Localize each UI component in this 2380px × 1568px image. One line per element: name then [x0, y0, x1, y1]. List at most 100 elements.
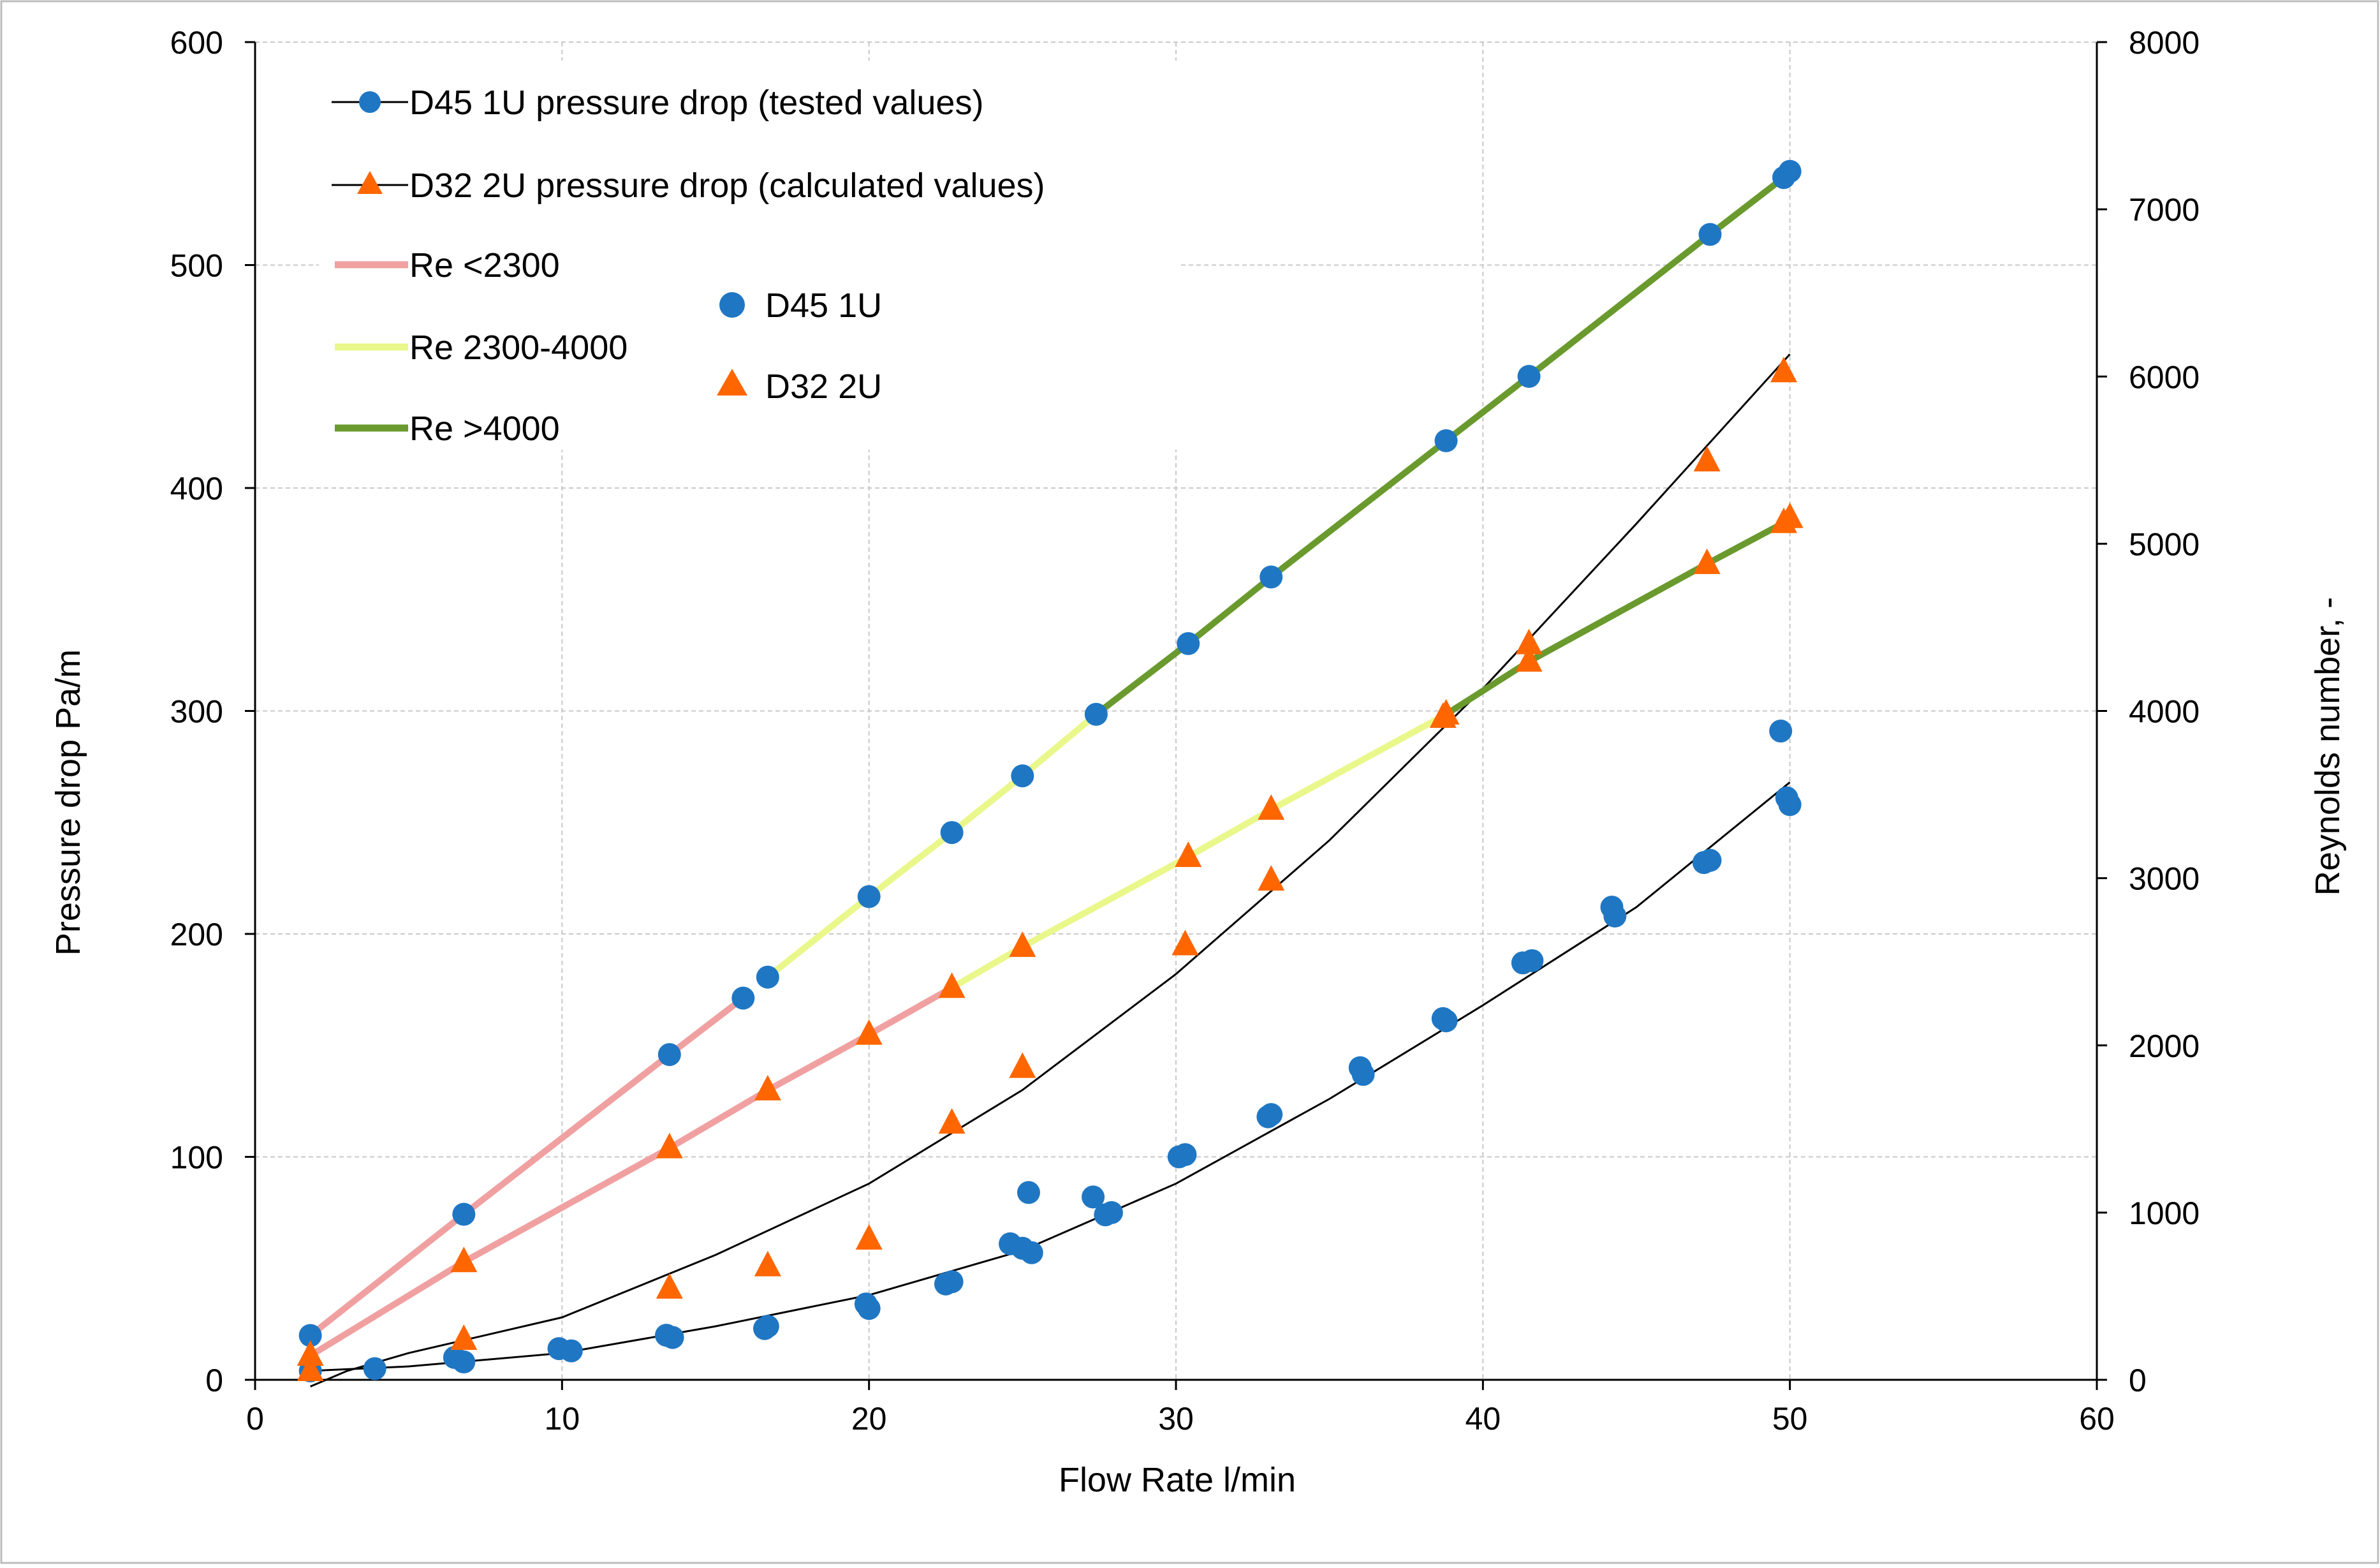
- y2-tick-label: 1000: [2129, 1195, 2200, 1231]
- d45-pressure-point: [1769, 719, 1793, 743]
- d45-pressure-point: [1260, 1103, 1283, 1127]
- d45-pressure-point: [940, 1270, 964, 1294]
- d45-pressure-point: [1778, 793, 1802, 817]
- x-tick-label: 20: [851, 1401, 887, 1437]
- legend-label-re-mid: Re 2300-4000: [409, 329, 628, 367]
- d45-reynolds-point: [1698, 223, 1722, 246]
- legend-marker-d32-pressure: [357, 171, 383, 194]
- d45-reynolds-point: [657, 1043, 681, 1067]
- re-low-line: [307, 984, 955, 1359]
- d32-reynolds-point: [754, 1074, 781, 1100]
- d32-reynolds-point: [450, 1246, 478, 1273]
- y2-tick-label: 8000: [2129, 25, 2200, 61]
- re-low-line: [307, 995, 747, 1339]
- d45-pressure-point: [1082, 1185, 1105, 1209]
- d45-reynolds-point: [731, 986, 755, 1010]
- legend-item-d45-reynolds: D45 1U: [719, 286, 882, 325]
- legend-label-re-low: Re <2300: [409, 246, 560, 285]
- d45-reynolds-point: [1517, 364, 1541, 388]
- d45-reynolds-point: [1011, 764, 1034, 788]
- legend-item-d45-pressure: D45 1U pressure drop (tested values): [332, 84, 983, 122]
- d32-pressure-point: [1515, 628, 1543, 655]
- y2-tick-label: 4000: [2129, 694, 2200, 730]
- d45-pressure-point: [1520, 949, 1544, 972]
- y-tick-label: 500: [170, 248, 223, 284]
- legend-item-d32-reynolds: D32 2U: [717, 367, 882, 406]
- y-tick-label: 200: [170, 917, 223, 952]
- y-tick-label: 100: [170, 1140, 223, 1176]
- d32-reynolds-point: [656, 1132, 683, 1158]
- x-axis-title: Flow Rate l/min: [1059, 1461, 1296, 1499]
- legend-background: [319, 61, 1180, 450]
- d45-pressure-point: [1017, 1181, 1040, 1204]
- y2-tick-label: 6000: [2129, 359, 2200, 395]
- y-tick-label: 0: [205, 1363, 223, 1398]
- d32-pressure-point: [938, 1108, 966, 1134]
- legend-label-d32-reynolds: D32 2U: [765, 367, 882, 406]
- d45-reynolds-point: [1084, 702, 1108, 726]
- d32-pressure-point: [1009, 1052, 1036, 1078]
- d32-pressure-point: [1693, 446, 1721, 472]
- d45-pressure-point: [559, 1339, 583, 1363]
- d32-reynolds-point: [1432, 699, 1460, 725]
- x-tick-label: 10: [545, 1401, 580, 1437]
- d32-reynolds-point: [297, 1340, 324, 1366]
- d45-reynolds-point: [756, 965, 779, 989]
- d32-reynolds-point: [1693, 548, 1721, 574]
- d45-reynolds-point: [452, 1202, 476, 1226]
- legend-marker-d45-pressure: [359, 91, 381, 113]
- x-tick-label: 40: [1465, 1401, 1501, 1437]
- legend-item-d32-pressure: D32 2U pressure drop (calculated values): [332, 166, 1045, 205]
- y-tick-label: 400: [170, 471, 223, 507]
- y2-tick-label: 3000: [2129, 861, 2200, 897]
- x-tick-label: 0: [246, 1401, 264, 1437]
- d45-pressure-point: [1173, 1143, 1197, 1167]
- y2-tick-label: 7000: [2129, 192, 2200, 228]
- reynolds-lines-layer: [307, 168, 1793, 1359]
- d45-pressure-point: [1434, 1009, 1458, 1033]
- d45-pressure-point: [1698, 848, 1722, 872]
- legend-item-re-high: Re >4000: [335, 410, 560, 448]
- d32-reynolds-point: [938, 972, 966, 998]
- d32-reynolds-point: [1515, 646, 1543, 672]
- d45-pressure-point: [661, 1326, 684, 1349]
- y2-tick-label: 5000: [2129, 526, 2200, 562]
- d45-reynolds-point: [1434, 429, 1458, 452]
- d32-pressure-point: [855, 1224, 883, 1250]
- d32-pressure-point: [656, 1273, 683, 1299]
- y-tick-label: 600: [170, 25, 223, 61]
- d32-pressure-point: [297, 1356, 324, 1382]
- marker-layer: [297, 159, 1803, 1383]
- legend-item-re-mid: Re 2300-4000: [335, 329, 628, 367]
- d45-pressure-point: [857, 1297, 881, 1320]
- d45-pressure-point: [1351, 1063, 1375, 1086]
- y2-axis-title: Reynolds number, -: [2309, 597, 2347, 896]
- d32-reynolds-point: [1175, 841, 1202, 868]
- x-tick-label: 60: [2079, 1401, 2115, 1437]
- y-axis-title: Pressure drop Pa/m: [49, 649, 87, 956]
- x-tick-label: 50: [1772, 1401, 1808, 1437]
- d32-pressure-point: [1770, 357, 1798, 383]
- d32-reynolds-point: [1009, 931, 1036, 958]
- d45-reynolds-point: [298, 1324, 322, 1347]
- d32-pressure-point: [1172, 929, 1199, 956]
- re-high-line: [1092, 168, 1793, 718]
- d32-pressure-point: [450, 1324, 478, 1350]
- d32-reynolds-point: [855, 1019, 883, 1045]
- d45-reynolds-point: [1177, 632, 1200, 655]
- d32-reynolds-point: [1776, 502, 1803, 528]
- legend-label-d45-reynolds: D45 1U: [765, 286, 882, 325]
- d45-reynolds-point: [940, 821, 964, 845]
- legend-label-re-high: Re >4000: [409, 410, 560, 448]
- y2-tick-label: 2000: [2129, 1028, 2200, 1064]
- legend-label-d45-pressure: D45 1U pressure drop (tested values): [409, 84, 983, 122]
- d45-pressure-point: [1020, 1241, 1043, 1264]
- legend-item-re-low: Re <2300: [335, 246, 560, 285]
- d45-pressure-point: [363, 1357, 386, 1380]
- d32-pressure-point: [754, 1250, 781, 1276]
- d45-reynolds-point: [1778, 159, 1802, 183]
- y2-tick-label: 0: [2129, 1363, 2147, 1398]
- legend-label-d32-pressure: D32 2U pressure drop (calculated values): [409, 166, 1045, 205]
